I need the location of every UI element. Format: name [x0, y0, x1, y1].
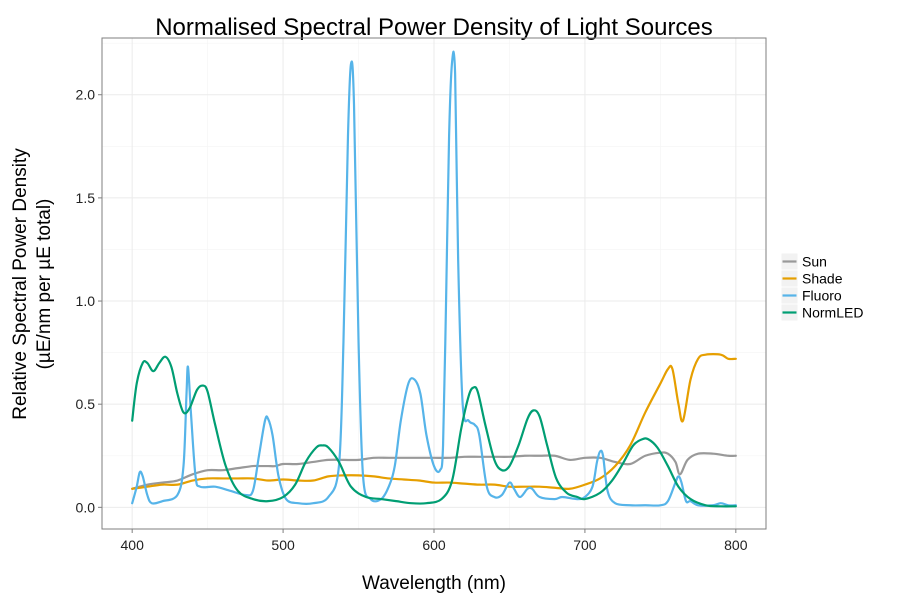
- series-layer: [131, 50, 737, 508]
- y-axis: 0.0 0.5 1.0 1.5 2.0: [76, 87, 102, 515]
- x-tick-label: 600: [422, 537, 446, 553]
- series-line-fluoro: [131, 50, 737, 507]
- x-tick-label: 700: [573, 537, 597, 553]
- series-line-shade: [131, 353, 737, 490]
- legend-label-shade: Shade: [802, 271, 843, 287]
- x-tick-label: 400: [121, 537, 145, 553]
- y-tick-label: 1.5: [76, 190, 96, 206]
- y-tick-label: 0.5: [76, 396, 96, 412]
- chart-title: Normalised Spectral Power Density of Lig…: [155, 14, 713, 41]
- legend-label-normled: NormLED: [802, 305, 863, 321]
- x-tick-label: 800: [724, 537, 748, 553]
- grid: [102, 38, 766, 529]
- y-axis-title-line1: Relative Spectral Power Density: [10, 148, 31, 420]
- y-tick-label: 2.0: [76, 87, 96, 103]
- y-axis-title-line2: (µE/nm per µE total): [34, 199, 55, 370]
- x-axis: 400 500 600 700 800: [121, 529, 748, 553]
- legend-label-fluoro: Fluoro: [802, 288, 842, 304]
- x-axis-title: Wavelength (nm): [362, 573, 506, 594]
- y-tick-label: 1.0: [76, 293, 96, 309]
- x-tick-label: 500: [271, 537, 295, 553]
- legend-label-sun: Sun: [802, 254, 827, 270]
- y-tick-label: 0.0: [76, 499, 96, 515]
- series-line-normled: [131, 355, 737, 508]
